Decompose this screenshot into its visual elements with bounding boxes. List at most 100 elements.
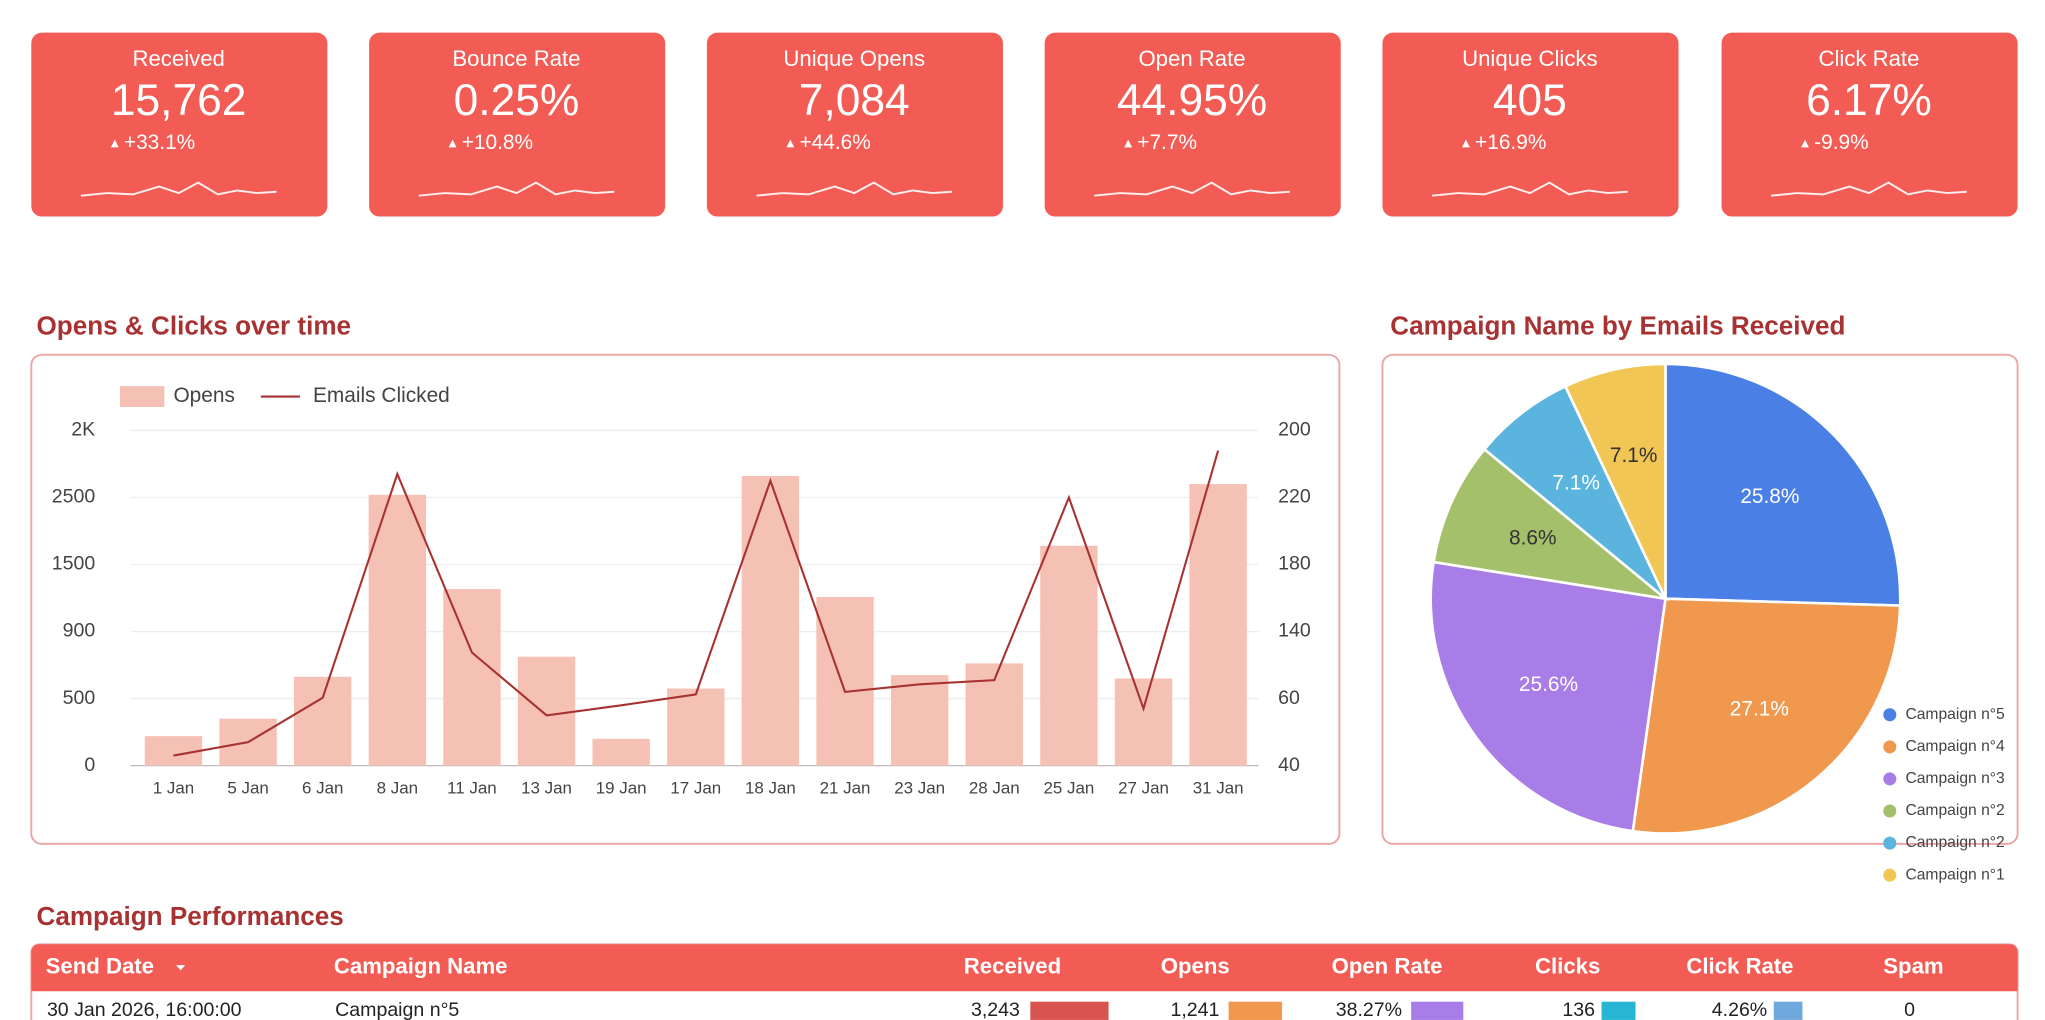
sparkline <box>80 181 277 197</box>
kpi-value: 0.25% <box>454 76 580 125</box>
kpi-card <box>1721 32 2018 217</box>
kpi-card <box>31 32 328 217</box>
bar <box>443 589 501 766</box>
kpi-title: Bounce Rate <box>452 46 580 71</box>
trend-icon <box>1801 139 1809 148</box>
bar <box>368 494 427 766</box>
x-tick-label: 28 Jan <box>969 779 1020 798</box>
x-tick-label: 27 Jan <box>1118 779 1169 798</box>
x-tick-label: 31 Jan <box>1193 779 1244 798</box>
legend-label: Campaign n°1 <box>1905 866 2004 883</box>
cell-bar <box>1228 1001 1283 1020</box>
bar <box>592 738 650 766</box>
table-cell: 38.27% <box>1336 999 1402 1020</box>
table-cell: 4.26% <box>1712 999 1767 1020</box>
column-header: Click Rate <box>1686 954 1793 979</box>
column-header: Clicks <box>1535 954 1600 979</box>
cell-bar <box>1773 1001 1803 1020</box>
table-header <box>31 944 2018 992</box>
legend-label: Campaign n°2 <box>1905 802 2004 819</box>
trend-icon <box>1124 139 1133 148</box>
section-title: Campaign Name by Emails Received <box>1390 310 1845 340</box>
kpi-card <box>369 32 666 217</box>
bar <box>294 676 352 766</box>
table-cell: 136 <box>1562 999 1595 1020</box>
table-cell: 0 <box>1904 999 1915 1020</box>
cell-bar <box>1601 1001 1636 1020</box>
kpi-value: 6.17% <box>1806 76 1932 125</box>
x-tick-label: 17 Jan <box>670 779 721 798</box>
kpi-title: Unique Clicks <box>1462 46 1597 71</box>
legend-label: Campaign n°3 <box>1905 770 2005 787</box>
legend-swatch <box>119 386 165 407</box>
x-tick-label: 18 Jan <box>745 779 796 798</box>
kpi-value: 44.95% <box>1117 76 1267 125</box>
legend-dot <box>1883 868 1897 882</box>
y-tick-label: 900 <box>63 620 96 642</box>
bar <box>816 596 874 766</box>
bar <box>741 476 800 766</box>
legend-label: Campaign n°4 <box>1905 738 2005 755</box>
kpi-title: Open Rate <box>1138 46 1245 71</box>
kpi-change: +10.8% <box>462 131 533 154</box>
legend-dot <box>1883 804 1897 818</box>
section-title: Campaign Performances <box>37 901 344 931</box>
kpi-change: +44.6% <box>799 131 870 154</box>
trend-icon <box>110 139 119 148</box>
x-tick-label: 19 Jan <box>596 779 647 798</box>
y2-tick-label: 200 <box>1278 419 1311 441</box>
x-tick-label: 8 Jan <box>377 779 418 798</box>
sort-icon <box>176 965 186 971</box>
y2-tick-label: 60 <box>1278 687 1300 709</box>
x-tick-label: 1 Jan <box>153 779 194 798</box>
column-header: Opens <box>1161 954 1230 979</box>
pie-slice <box>1563 362 1667 600</box>
bar <box>517 656 576 766</box>
column-header: Spam <box>1883 954 1943 979</box>
kpi-title: Received <box>132 46 224 71</box>
y2-tick-label: 140 <box>1278 620 1311 642</box>
legend-label: Emails Clicked <box>313 384 450 407</box>
pie-slice <box>1432 447 1670 601</box>
bar <box>1114 678 1173 766</box>
kpi-value: 7,084 <box>799 76 910 125</box>
legend-dot <box>1883 772 1897 786</box>
slice-label: 7.1% <box>1610 444 1658 467</box>
table-cell: Campaign n°5 <box>335 999 459 1020</box>
bar <box>1040 545 1098 766</box>
kpi-card <box>706 32 1003 217</box>
y2-tick-label: 220 <box>1278 486 1311 508</box>
x-tick-label: 13 Jan <box>521 779 572 798</box>
kpi-change: -9.9% <box>1814 131 1868 154</box>
slice-label: 7.1% <box>1552 471 1600 494</box>
bar <box>667 688 725 766</box>
x-tick-label: 25 Jan <box>1043 779 1094 798</box>
kpi-change: +7.7% <box>1137 131 1197 154</box>
legend-dot <box>1883 836 1897 850</box>
column-header: Open Rate <box>1332 954 1443 979</box>
legend-dot <box>1883 740 1897 754</box>
slice-label: 25.8% <box>1740 485 1799 508</box>
y-tick-label: 1500 <box>52 553 96 575</box>
kpi-title: Unique Opens <box>783 46 925 71</box>
table-cell: 30 Jan 2026, 16:00:00 <box>47 999 242 1020</box>
legend-dot <box>1883 708 1897 722</box>
kpi-card <box>1044 32 1341 217</box>
sparkline <box>418 181 615 197</box>
y2-tick-label: 180 <box>1278 553 1311 575</box>
y-tick-label: 2500 <box>52 486 96 508</box>
kpi-change: +33.1% <box>124 131 195 154</box>
line <box>173 450 1220 757</box>
y-tick-label: 0 <box>84 754 95 776</box>
cell-bar <box>1411 1001 1464 1020</box>
x-tick-label: 23 Jan <box>894 779 945 798</box>
y-tick-label: 2K <box>71 419 95 441</box>
kpi-change: +16.9% <box>1475 131 1546 154</box>
kpi-value: 405 <box>1493 76 1567 125</box>
slice-label: 25.6% <box>1519 673 1578 696</box>
section-title: Opens & Clicks over time <box>37 310 352 340</box>
x-tick-label: 21 Jan <box>820 779 871 798</box>
kpi-title: Click Rate <box>1818 46 1919 71</box>
trend-icon <box>1462 139 1470 148</box>
